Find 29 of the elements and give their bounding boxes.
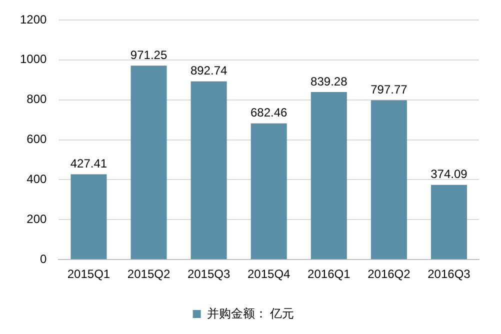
bar: [430, 184, 467, 260]
bar: [190, 81, 227, 260]
data-label: 971.25: [130, 48, 168, 62]
y-tick-label: 0: [40, 252, 48, 266]
bar: [250, 123, 287, 260]
y-tick-label: 200: [26, 212, 48, 226]
bar: [370, 100, 407, 260]
data-label: 839.28: [310, 74, 348, 88]
y-tick-label: 400: [26, 172, 48, 186]
x-tick-label: 2016Q1: [308, 267, 351, 282]
bar: [130, 66, 167, 260]
data-label: 374.09: [430, 167, 468, 182]
y-tick-label: 1000: [20, 52, 48, 66]
data-label: 892.74: [190, 64, 228, 78]
bar: [70, 174, 107, 260]
bar: [310, 92, 347, 260]
y-tick-label: 1200: [20, 12, 48, 26]
data-label: 427.41: [70, 156, 108, 171]
x-tick-label: 2016Q3: [428, 267, 471, 282]
y-tick-label: 800: [26, 92, 48, 106]
x-tick-label: 2015Q3: [187, 267, 230, 282]
data-label: 682.46: [250, 106, 288, 120]
legend-label: 并购金额： 亿元: [206, 306, 294, 320]
x-tick-label: 2016Q2: [368, 267, 411, 282]
x-tick-label: 2015Q1: [67, 267, 110, 282]
x-tick-label: 2015Q4: [247, 267, 291, 282]
y-tick-label: 600: [26, 132, 48, 146]
x-tick-label: 2015Q2: [127, 267, 170, 282]
data-label: 797.77: [370, 82, 408, 97]
